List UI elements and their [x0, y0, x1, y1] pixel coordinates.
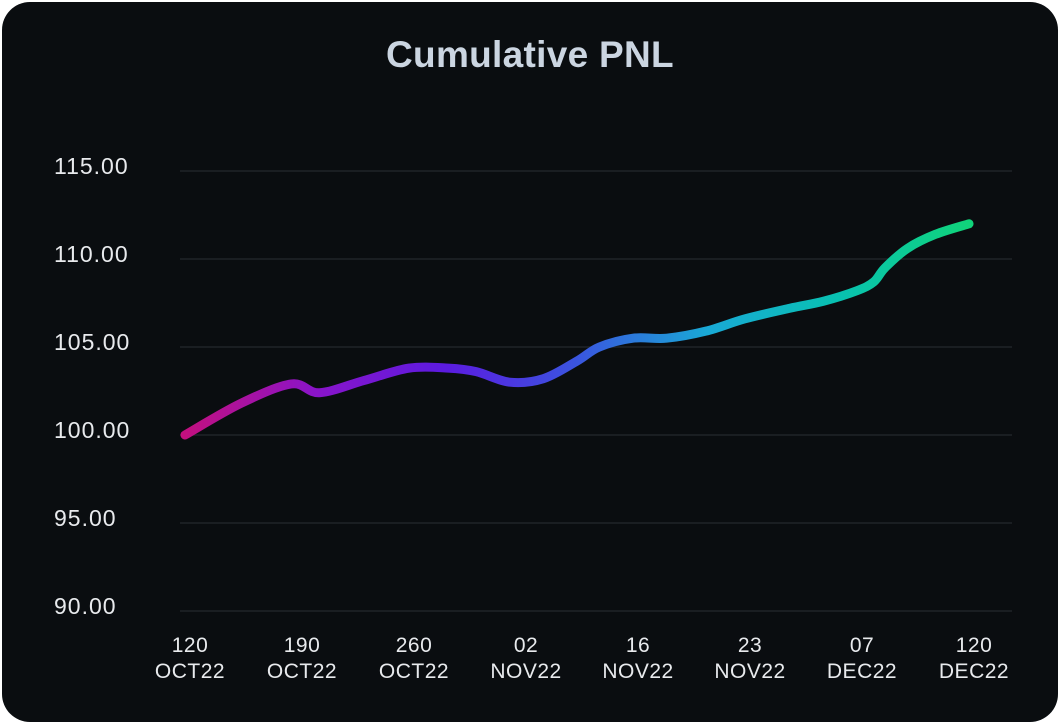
x-tick-label: 120 — [956, 634, 993, 657]
x-tick-label: 190 — [284, 634, 321, 657]
x-tick-label-month: OCT22 — [379, 660, 449, 683]
x-tick-label-month: NOV22 — [714, 660, 785, 683]
chart-title: Cumulative PNL — [386, 34, 674, 75]
y-tick-label: 90.00 — [54, 593, 117, 619]
x-tick-label: 02 — [514, 634, 538, 657]
y-tick-label: 115.00 — [54, 153, 129, 179]
x-tick-label-month: NOV22 — [490, 660, 561, 683]
x-tick-label: 07 — [850, 634, 874, 657]
x-tick-label-month: NOV22 — [602, 660, 673, 683]
y-tick-label: 100.00 — [54, 417, 130, 443]
x-tick-label-month: OCT22 — [267, 660, 337, 683]
y-tick-label: 105.00 — [54, 329, 130, 355]
series-line — [180, 219, 974, 440]
x-tick-label: 23 — [738, 634, 762, 657]
x-tick-label-month: OCT22 — [155, 660, 225, 683]
y-tick-label: 95.00 — [54, 505, 117, 531]
x-tick-label: 16 — [626, 634, 650, 657]
x-tick-label-month: DEC22 — [939, 660, 1009, 683]
x-tick-label: 260 — [396, 634, 433, 657]
x-tick-label: 120 — [172, 634, 209, 657]
x-tick-label-month: DEC22 — [827, 660, 897, 683]
y-tick-label: 110.00 — [54, 241, 129, 267]
